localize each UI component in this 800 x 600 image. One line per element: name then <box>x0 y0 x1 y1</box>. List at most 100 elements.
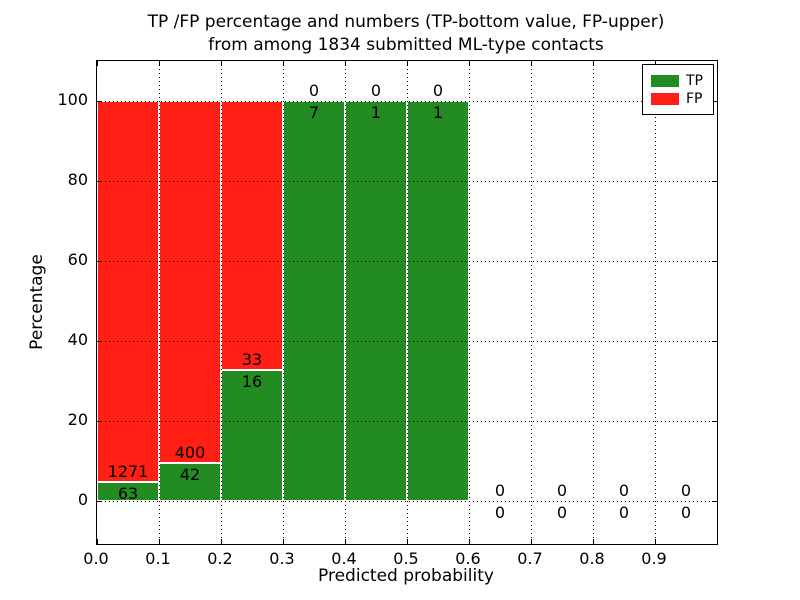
x-tick-mark <box>531 539 532 544</box>
y-tick-mark <box>97 501 102 502</box>
x-axis-label: Predicted probability <box>318 566 494 586</box>
fp-count-label: 1271 <box>107 462 149 482</box>
fp-count-label: 0 <box>556 481 568 500</box>
x-tick-label: 0.4 <box>331 549 357 568</box>
fp-count-label: 0 <box>618 481 630 500</box>
grid-line-vertical <box>283 61 284 544</box>
x-tick-mark <box>159 539 160 544</box>
x-tick-mark <box>407 539 408 544</box>
y-tick-label: 100 <box>57 90 88 109</box>
x-tick-mark <box>407 61 408 66</box>
y-tick-mark <box>712 101 717 102</box>
grid-line-vertical <box>469 61 470 544</box>
y-tick-mark <box>712 261 717 262</box>
y-tick-label: 40 <box>67 330 88 349</box>
x-tick-mark <box>655 539 656 544</box>
fp-count-label: 33 <box>241 350 263 370</box>
x-tick-mark <box>531 61 532 66</box>
bar-tp-segment <box>345 101 407 501</box>
grid-line-vertical <box>655 61 656 544</box>
fp-count-label: 0 <box>680 481 692 500</box>
y-tick-label: 80 <box>67 170 88 189</box>
y-axis-label: Percentage <box>27 254 47 350</box>
x-tick-mark <box>655 61 656 66</box>
fp-count-label: 0 <box>494 481 506 500</box>
x-tick-mark <box>283 539 284 544</box>
y-tick-mark <box>97 261 102 262</box>
tp-swatch-icon <box>651 74 679 87</box>
y-tick-mark <box>712 421 717 422</box>
legend-entry: TP <box>651 72 713 89</box>
grid-line-vertical <box>407 61 408 544</box>
bar-tp-segment <box>283 101 345 501</box>
legend-label: TP <box>686 72 703 89</box>
tp-count-label: 42 <box>179 465 201 484</box>
y-tick-label: 20 <box>67 410 88 429</box>
x-tick-mark <box>283 61 284 66</box>
x-tick-label: 0.3 <box>269 549 295 568</box>
tp-count-label: 0 <box>618 503 630 522</box>
x-tick-mark <box>469 61 470 66</box>
tp-count-label: 16 <box>241 372 263 392</box>
y-tick-label: 60 <box>67 250 88 269</box>
chart-title-line2: from among 1834 submitted ML-type contac… <box>208 35 604 55</box>
x-tick-mark <box>469 539 470 544</box>
tp-count-label: 0 <box>680 503 692 522</box>
fp-count-label: 0 <box>370 81 382 100</box>
tp-count-label: 7 <box>308 103 320 122</box>
legend-label: FP <box>686 90 703 107</box>
legend-entry: FP <box>651 90 713 107</box>
x-tick-mark <box>717 61 718 66</box>
grid-line-vertical <box>593 61 594 544</box>
grid-line-vertical <box>221 61 222 544</box>
chart-title: TP /FP percentage and numbers (TP-bottom… <box>96 11 716 57</box>
tp-count-label: 63 <box>117 484 139 504</box>
y-tick-mark <box>97 101 102 102</box>
grid-line-horizontal <box>97 101 717 102</box>
y-tick-mark <box>712 341 717 342</box>
x-tick-mark <box>717 539 718 544</box>
x-tick-label: 0.5 <box>393 549 419 568</box>
x-tick-mark <box>593 539 594 544</box>
bar-fp-segment <box>221 101 283 371</box>
x-tick-label: 0.9 <box>641 549 667 568</box>
fp-count-label: 0 <box>308 81 320 100</box>
bar-tp-segment <box>159 463 221 501</box>
y-tick-mark <box>712 501 717 502</box>
x-tick-label: 0.0 <box>83 549 109 568</box>
tp-count-label: 1 <box>370 103 382 122</box>
x-tick-mark <box>221 61 222 66</box>
x-tick-label: 0.7 <box>517 549 543 568</box>
x-tick-mark <box>593 61 594 66</box>
fp-count-label: 400 <box>174 443 206 462</box>
grid-line-horizontal <box>97 181 717 182</box>
bar-fp-segment <box>97 101 159 483</box>
x-tick-label: 0.6 <box>455 549 481 568</box>
x-tick-label: 0.8 <box>579 549 605 568</box>
x-tick-mark <box>97 61 98 66</box>
x-tick-label: 0.2 <box>207 549 233 568</box>
bar-tp-segment <box>97 482 159 501</box>
grid-line-vertical <box>345 61 346 544</box>
grid-line-horizontal <box>97 501 717 502</box>
grid-line-vertical <box>159 61 160 544</box>
x-tick-mark <box>345 539 346 544</box>
tp-count-label: 0 <box>556 503 568 522</box>
x-tick-mark <box>97 539 98 544</box>
x-tick-mark <box>221 539 222 544</box>
chart-title-line1: TP /FP percentage and numbers (TP-bottom… <box>147 12 665 32</box>
bar-fp-segment <box>159 101 221 463</box>
x-tick-mark <box>159 61 160 66</box>
bar-tp-segment <box>407 101 469 501</box>
x-tick-label: 0.1 <box>145 549 171 568</box>
plot-area: 1271 63 400 42 33 16 0 7 0 1 0 1 0 0 0 0 0 0 0 0 <box>96 60 718 545</box>
tp-count-label: 1 <box>432 103 444 122</box>
y-tick-mark <box>712 181 717 182</box>
y-tick-mark <box>97 421 102 422</box>
grid-line-horizontal <box>97 421 717 422</box>
bar-tp-segment <box>221 370 283 501</box>
y-tick-mark <box>97 341 102 342</box>
grid-line-horizontal <box>97 341 717 342</box>
fp-swatch-icon <box>651 92 679 105</box>
